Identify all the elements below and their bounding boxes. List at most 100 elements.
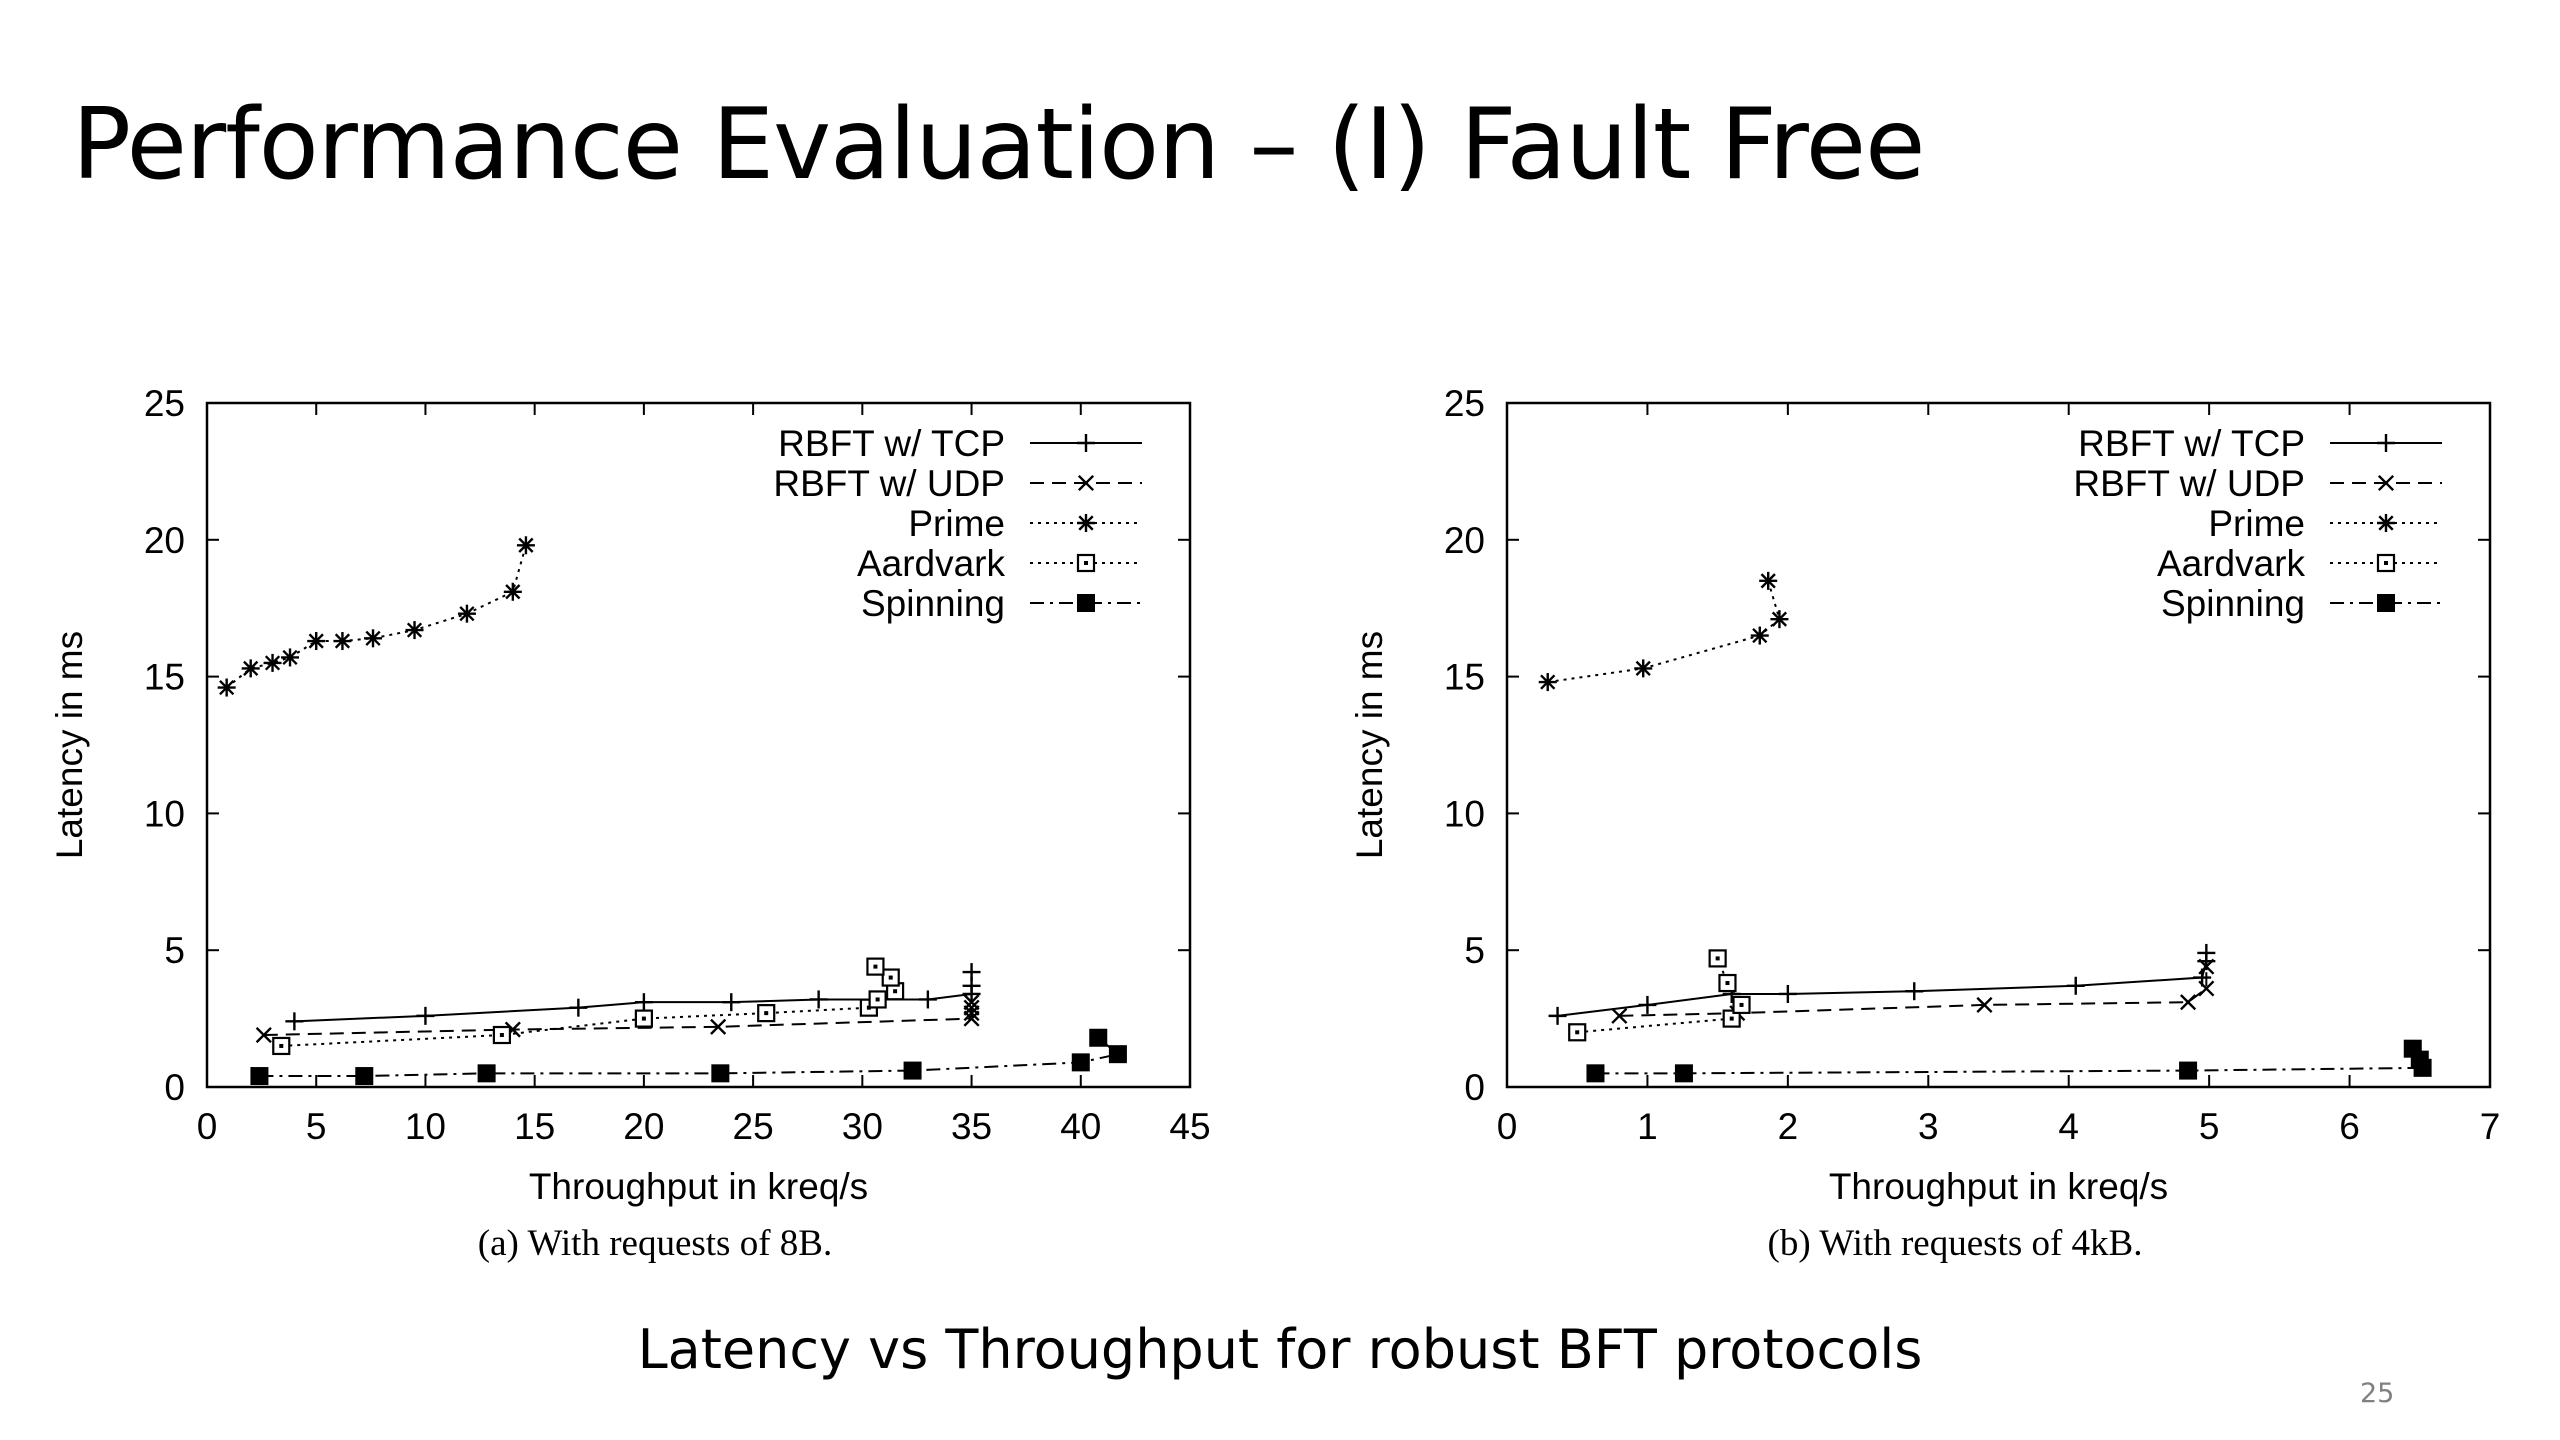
- chart-a-legend-sample-prime: [1030, 514, 1142, 532]
- chart-b-series-aardvark-point-2: [1732, 995, 1751, 1015]
- chart-b-series-rbft-w-udp-line: [1619, 966, 2208, 1017]
- slide-title: Performance Evaluation – (I) Fault Free: [72, 88, 1925, 202]
- chart-b-series-rbft-w-tcp-point-5: [2066, 976, 2085, 995]
- chart-b-series-aardvark-point-4: [1708, 949, 1727, 968]
- chart-a-series-aardvark-point-2: [634, 1009, 653, 1028]
- chart-a-legend-sample-rbft-w-udp: [1030, 474, 1142, 492]
- chart-b-series-rbft-w-udp-point-5: [2198, 958, 2215, 975]
- chart-b-legend-sample-spinning: [2330, 594, 2442, 612]
- chart-a-series-rbft-w-udp-point-0: [255, 1026, 272, 1044]
- chart-a-legend-marker-rbft-w-udp: [1077, 474, 1095, 492]
- chart-a-legend-label-prime: Prime: [908, 503, 1005, 544]
- chart-a-series-rbft-w-udp: [255, 994, 980, 1044]
- chart-a-series-prime-point-3: [281, 648, 300, 667]
- chart-b-series-aardvark-point-0: [1568, 1023, 1587, 1042]
- chart-a-series-spinning-line: [259, 1036, 1121, 1078]
- chart-a-series-rbft-w-tcp: [285, 963, 981, 1031]
- chart-a-legend-sample-rbft-w-tcp: [1030, 434, 1142, 452]
- chart-b-series-spinning-line: [1595, 1048, 2424, 1075]
- slide-subtitle: Latency vs Throughput for robust BFT pro…: [637, 1318, 1923, 1381]
- chart-a-x-axis-label: Throughput in kreq/s: [529, 1166, 868, 1207]
- chart-a-series-aardvark-point-8: [866, 957, 885, 976]
- chart-a-y-tick-label-5: 25: [144, 383, 185, 424]
- chart-b-series-spinning-point-2: [2179, 1061, 2198, 1080]
- chart-b: 0 1 2 3 4 5 6 7 0 5 10 15 20 25 Throughput in kreq/s La…: [1330, 370, 2560, 1290]
- chart-b-series-rbft-w-tcp-point-1: [1638, 995, 1657, 1014]
- chart-b-series-rbft-w-udp-point-2: [1976, 996, 1993, 1013]
- chart-b-y-tick-label-3: 15: [1444, 657, 1485, 698]
- chart-a-series-spinning-point-7: [1089, 1028, 1108, 1047]
- page-number: 25: [2360, 1378, 2395, 1409]
- chart-a-y-tick-label-1: 5: [164, 930, 185, 971]
- chart-a-series-spinning-point-6: [1108, 1045, 1127, 1064]
- chart-a-x-tick-label-9: 45: [1169, 1106, 1210, 1147]
- chart-b-legend-label-prime: Prime: [2208, 503, 2305, 544]
- chart-b-plot: 0 1 2 3 4 5 6 7 0 5 10 15 20 25 Throughput in kreq/s La…: [1349, 383, 2500, 1207]
- chart-b-series-rbft-w-tcp-point-3: [1778, 984, 1797, 1003]
- chart-b-legend-sample-prime: [2330, 514, 2442, 532]
- chart-b-series-rbft-w-tcp: [1548, 943, 2216, 1025]
- chart-a-series-rbft-w-udp-point-6: [963, 994, 980, 1011]
- chart-a-series-spinning: [250, 1028, 1127, 1086]
- chart-b-legend-marker-rbft-w-tcp: [2377, 434, 2395, 452]
- chart-a-series-prime-point-7: [405, 621, 424, 640]
- chart-b-series-rbft-w-tcp-point-0: [1548, 1006, 1567, 1025]
- chart-a-x-tick-label-3: 15: [514, 1106, 555, 1147]
- chart-b-series-rbft-w-udp-point-3: [2180, 994, 2197, 1011]
- chart-b-y-tick-label-2: 10: [1444, 793, 1485, 834]
- chart-a-x-tick-label-5: 25: [733, 1106, 774, 1147]
- chart-a-series-prime-point-4: [307, 632, 326, 651]
- chart-a-legend-marker-prime: [1077, 514, 1095, 532]
- chart-b-series-aardvark: [1568, 949, 1751, 1042]
- chart-a-series-aardvark-point-5: [868, 990, 887, 1009]
- chart-b-series-spinning-point-5: [2403, 1039, 2422, 1058]
- chart-a-x-tick-label-6: 30: [842, 1106, 883, 1147]
- chart-a-x-tick-label-1: 5: [306, 1106, 327, 1147]
- chart-b-series-prime-line: [1547, 580, 1781, 684]
- chart-b-x-tick-label-0: 0: [1497, 1106, 1518, 1147]
- chart-a-y-tick-label-0: 0: [164, 1067, 185, 1108]
- chart-a-series-prime-point-6: [364, 629, 383, 648]
- chart-a-series-prime-point-0: [217, 678, 236, 697]
- chart-a-legend-marker-aardvark: [1076, 553, 1096, 573]
- chart-b-legend-label-rbft-w-tcp: RBFT w/ TCP: [2078, 423, 2305, 464]
- chart-a-x-tick-label-7: 35: [951, 1106, 992, 1147]
- chart-b-x-tick-label-6: 6: [2339, 1106, 2360, 1147]
- chart-b-legend-label-rbft-w-udp: RBFT w/ UDP: [2073, 463, 2305, 504]
- chart-b-series-rbft-w-udp-point-0: [1611, 1007, 1628, 1024]
- chart-b-series-aardvark-point-1: [1722, 1009, 1741, 1028]
- chart-a-legend-label-rbft-w-tcp: RBFT w/ TCP: [778, 423, 1005, 464]
- chart-b-x-tick-label-2: 2: [1778, 1106, 1799, 1147]
- chart-a-series-rbft-w-tcp-point-2: [569, 998, 588, 1017]
- chart-a-series-rbft-w-tcp-point-4: [722, 993, 741, 1012]
- chart-a-series-spinning-point-1: [355, 1067, 374, 1086]
- chart-b-series-prime-point-0: [1538, 673, 1557, 692]
- chart-a-y-tick-label-4: 20: [144, 520, 185, 561]
- chart-b-legend-sample-rbft-w-udp: [2330, 474, 2442, 492]
- chart-b-series-prime-point-1: [1634, 659, 1653, 678]
- chart-a-series-rbft-w-udp-point-2: [710, 1018, 727, 1035]
- chart-b-series-prime-point-2: [1750, 626, 1769, 645]
- chart-a-legend-marker-rbft-w-tcp: [1077, 434, 1095, 452]
- chart-b-series-rbft-w-tcp-line: [1557, 952, 2208, 1017]
- chart-a-y-tick-label-2: 10: [144, 793, 185, 834]
- chart-b-legend-marker-rbft-w-udp: [2377, 474, 2395, 492]
- chart-b-series-rbft-w-udp-point-4: [2198, 980, 2215, 997]
- chart-b-series-prime: [1538, 571, 1789, 692]
- chart-b-legend-marker-aardvark: [2376, 553, 2396, 573]
- chart-a-series-aardvark: [272, 957, 905, 1056]
- chart-a-series-spinning-point-2: [477, 1064, 496, 1083]
- chart-b-x-tick-label-4: 4: [2058, 1106, 2079, 1147]
- chart-a: 0 5 10 15 20 25 30 35 40 45 0 5 10 15 20 25 Throughput i…: [30, 370, 1280, 1290]
- chart-a-series-spinning-point-3: [711, 1064, 730, 1083]
- chart-b-legend-label-spinning: Spinning: [2161, 583, 2305, 624]
- chart-a-series-rbft-w-tcp-point-9: [962, 963, 981, 982]
- chart-b-y-tick-label-1: 5: [1464, 930, 1485, 971]
- chart-b-series-prime-point-4: [1759, 571, 1778, 590]
- chart-b-series-prime-point-3: [1770, 610, 1789, 629]
- chart-a-plot-frame: [205, 401, 1192, 1089]
- chart-b-y-axis-label: Latency in ms: [1349, 631, 1390, 859]
- chart-b-plot-frame: [1505, 401, 2492, 1089]
- chart-a-series-aardvark-point-3: [757, 1004, 776, 1023]
- chart-a-series-prime-point-8: [457, 604, 476, 623]
